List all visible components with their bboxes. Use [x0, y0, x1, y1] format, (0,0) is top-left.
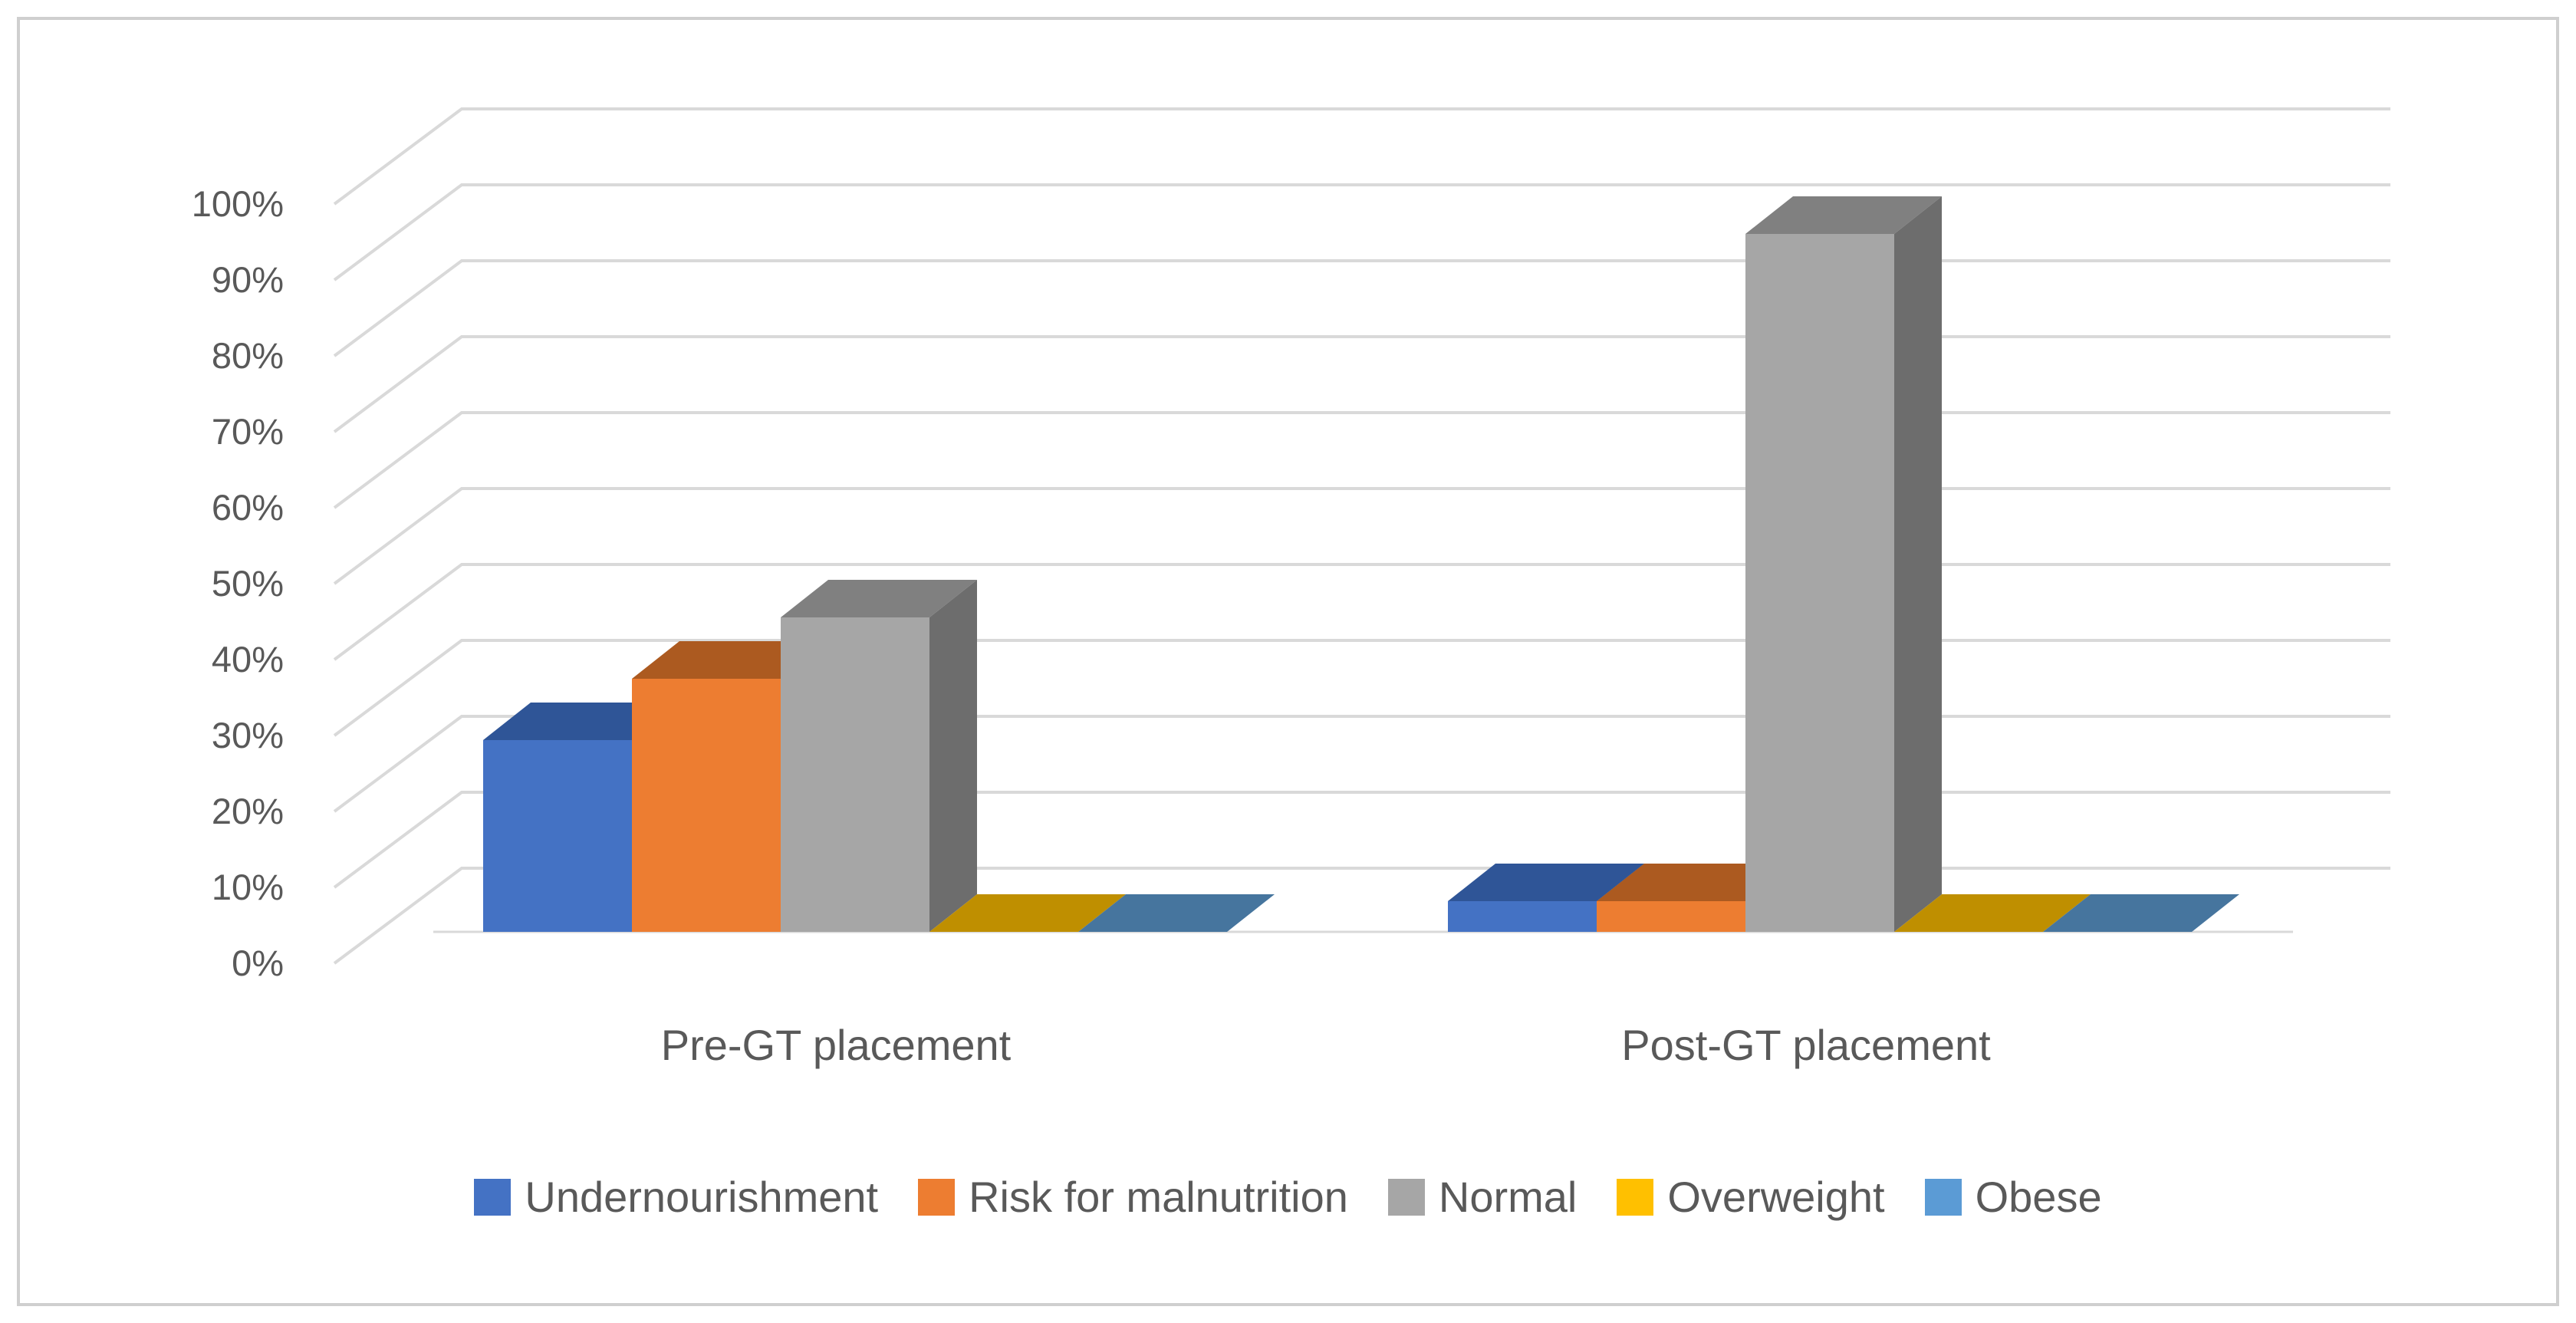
- bar-pre-gt-placement-normal-front: [781, 617, 929, 932]
- gridline: [333, 487, 2390, 585]
- legend-item: Undernourishment: [474, 1172, 878, 1222]
- legend: Undernourishment Risk for malnutrition Nor…: [0, 1172, 2576, 1222]
- bar-post-gt-placement-undernourishment-top: [1448, 864, 1644, 901]
- bar-pre-gt-placement-normal-side: [929, 580, 977, 932]
- y-axis-tick-label: 10%: [211, 867, 284, 907]
- bar-post-gt-placement-risk-for-malnutrition-front: [1597, 901, 1745, 932]
- bar-pre-gt-placement-undernourishment-top: [483, 703, 679, 740]
- y-axis-tick-label: 0%: [232, 943, 284, 983]
- y-axis-tick-label: 70%: [211, 411, 284, 452]
- legend-label: Overweight: [1667, 1173, 1885, 1221]
- legend-swatch: [474, 1178, 512, 1216]
- bar-post-gt-placement-normal-top: [1745, 196, 1942, 234]
- bar-post-gt-placement-risk-for-malnutrition-top: [1597, 864, 1793, 901]
- y-axis-tick-label: 90%: [211, 259, 284, 300]
- gridline: [333, 183, 2390, 281]
- y-axis-tick-label: 40%: [211, 639, 284, 680]
- gridline: [333, 335, 2390, 433]
- legend-label: Risk for malnutrition: [969, 1173, 1348, 1221]
- y-axis-tick-label: 20%: [211, 791, 284, 831]
- legend-label: Undernourishment: [525, 1173, 879, 1221]
- y-axis-tick-label: 30%: [211, 715, 284, 755]
- legend-label: Normal: [1438, 1173, 1578, 1221]
- legend-item: Obese: [1924, 1172, 2102, 1222]
- legend-item: Risk for malnutrition: [918, 1172, 1348, 1222]
- legend-item: Normal: [1387, 1172, 1578, 1222]
- bar-post-gt-placement-obese-top: [2043, 894, 2239, 932]
- legend-swatch: [1387, 1178, 1425, 1216]
- gridline: [333, 107, 2390, 206]
- bar-pre-gt-placement-undernourishment-front: [483, 740, 632, 932]
- bar-pre-gt-placement-overweight-top: [929, 894, 1126, 932]
- bar-post-gt-placement-normal-side: [1894, 196, 1942, 932]
- bar-pre-gt-placement-risk-for-malnutrition-front: [632, 679, 781, 932]
- y-axis-tick-label: 80%: [211, 335, 284, 376]
- bar-pre-gt-placement-risk-for-malnutrition-top: [632, 641, 828, 679]
- gridline: [333, 563, 2390, 661]
- bar-post-gt-placement-normal-front: [1745, 234, 1894, 932]
- legend-item: Overweight: [1617, 1172, 1885, 1222]
- y-axis-tick-label: 60%: [211, 487, 284, 528]
- gridline: [333, 411, 2390, 509]
- category-label: Pre-GT placement: [660, 1021, 1012, 1069]
- legend-label: Obese: [1975, 1173, 2102, 1221]
- bar-post-gt-placement-undernourishment-front: [1448, 901, 1597, 932]
- category-label: Post-GT placement: [1621, 1021, 1991, 1069]
- legend-swatch: [1924, 1178, 1962, 1216]
- bar-post-gt-placement-overweight-top: [1894, 894, 2091, 932]
- legend-swatch: [1617, 1178, 1654, 1216]
- bar-pre-gt-placement-obese-top: [1078, 894, 1275, 932]
- y-axis-tick-label: 100%: [191, 183, 284, 224]
- gridline: [333, 259, 2390, 357]
- bar-pre-gt-placement-normal-top: [781, 580, 977, 617]
- y-axis-tick-label: 50%: [211, 563, 284, 604]
- legend-swatch: [918, 1178, 956, 1216]
